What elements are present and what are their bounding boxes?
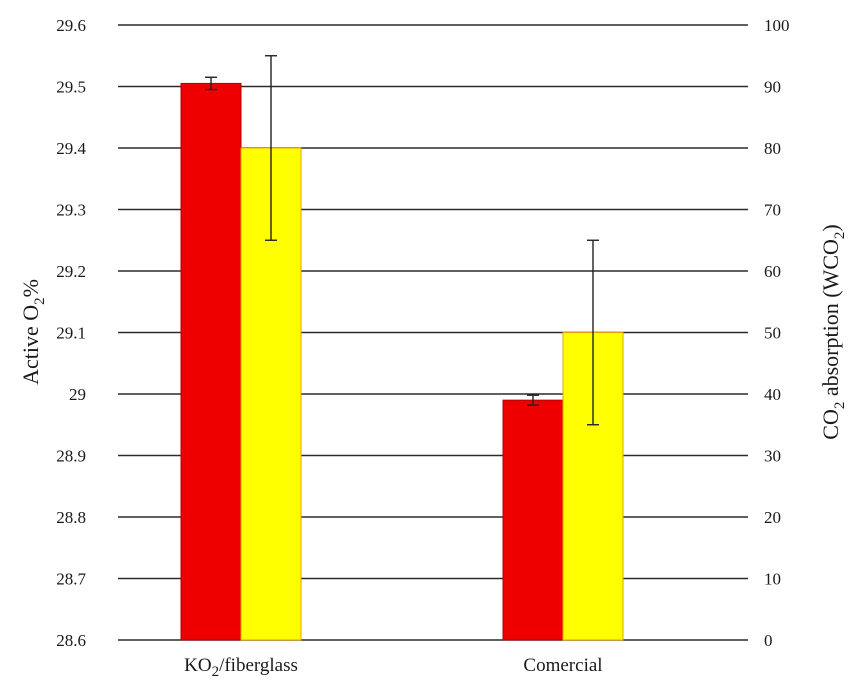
left-tick-label: 29.6 bbox=[56, 16, 86, 35]
left-tick-label: 28.6 bbox=[56, 631, 86, 650]
right-tick-label: 0 bbox=[764, 631, 773, 650]
right-tick-label: 90 bbox=[764, 78, 781, 97]
category-label: KO2/fiberglass bbox=[184, 655, 298, 677]
bar bbox=[180, 82, 242, 641]
left-axis-ticks: 28.6 28.7 28.8 28.9 29 29.1 29.2 29.3 29.4 29.5 29… bbox=[56, 16, 86, 650]
right-axis-title-s2: 2 bbox=[832, 232, 848, 240]
right-axis-title-p2: absorption (WCO bbox=[818, 239, 843, 402]
error-bars bbox=[205, 55, 599, 426]
left-tick-label: 29.3 bbox=[56, 201, 86, 220]
left-tick-label: 29 bbox=[69, 385, 86, 404]
left-tick-label: 29.2 bbox=[56, 262, 86, 281]
left-tick-label: 29.1 bbox=[56, 324, 86, 343]
right-tick-label: 100 bbox=[764, 16, 790, 35]
right-axis-ticks: 0 10 20 30 40 50 60 70 80 90 100 bbox=[764, 16, 790, 650]
right-axis-title-p1: CO bbox=[818, 409, 843, 440]
left-axis-title-sub: 2 bbox=[32, 297, 48, 305]
left-tick-label: 28.9 bbox=[56, 447, 86, 466]
left-tick-label: 29.4 bbox=[56, 139, 86, 158]
left-tick-label: 28.8 bbox=[56, 508, 86, 527]
category-label-rest: /fiberglass bbox=[219, 655, 298, 676]
left-axis-title-rest: % bbox=[18, 279, 43, 297]
left-tick-label: 29.5 bbox=[56, 78, 86, 97]
category-label-sub: 2 bbox=[212, 664, 220, 677]
right-tick-label: 50 bbox=[764, 324, 781, 343]
right-tick-label: 40 bbox=[764, 385, 781, 404]
right-tick-label: 10 bbox=[764, 570, 781, 589]
right-tick-label: 70 bbox=[764, 201, 781, 220]
right-tick-label: 80 bbox=[764, 139, 781, 158]
right-tick-label: 60 bbox=[764, 262, 781, 281]
left-axis-title-main: Active O bbox=[18, 305, 43, 385]
right-tick-label: 30 bbox=[764, 447, 781, 466]
category-label-main: Comercial bbox=[523, 655, 602, 676]
bars bbox=[180, 82, 624, 641]
category-label-main: KO bbox=[184, 655, 211, 676]
right-axis-title-s1: 2 bbox=[832, 402, 848, 410]
category-label: Comercial bbox=[523, 655, 602, 676]
bar bbox=[502, 399, 564, 641]
left-tick-label: 28.7 bbox=[56, 570, 86, 589]
right-tick-label: 20 bbox=[764, 508, 781, 527]
category-labels: KO2/fiberglass Comercial bbox=[184, 655, 602, 680]
right-axis-title-p3: ) bbox=[818, 224, 843, 231]
right-axis-title: CO2 absorption (WCO2) bbox=[818, 224, 848, 439]
left-axis-title: Active O2% bbox=[18, 279, 48, 385]
